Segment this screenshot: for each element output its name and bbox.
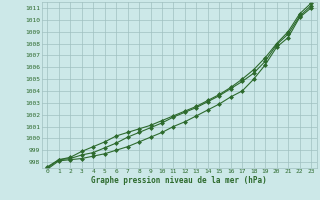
X-axis label: Graphe pression niveau de la mer (hPa): Graphe pression niveau de la mer (hPa) xyxy=(91,176,267,185)
